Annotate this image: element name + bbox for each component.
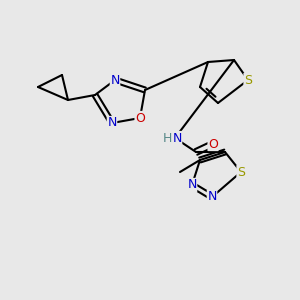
Text: N: N [107, 116, 117, 130]
Text: N: N [207, 190, 217, 203]
Text: N: N [172, 131, 182, 145]
Text: N: N [187, 178, 197, 191]
Text: S: S [244, 74, 252, 86]
Text: O: O [135, 112, 145, 124]
Text: O: O [208, 137, 218, 151]
Text: S: S [237, 166, 245, 178]
Text: N: N [110, 74, 120, 86]
Text: H: H [162, 131, 172, 145]
